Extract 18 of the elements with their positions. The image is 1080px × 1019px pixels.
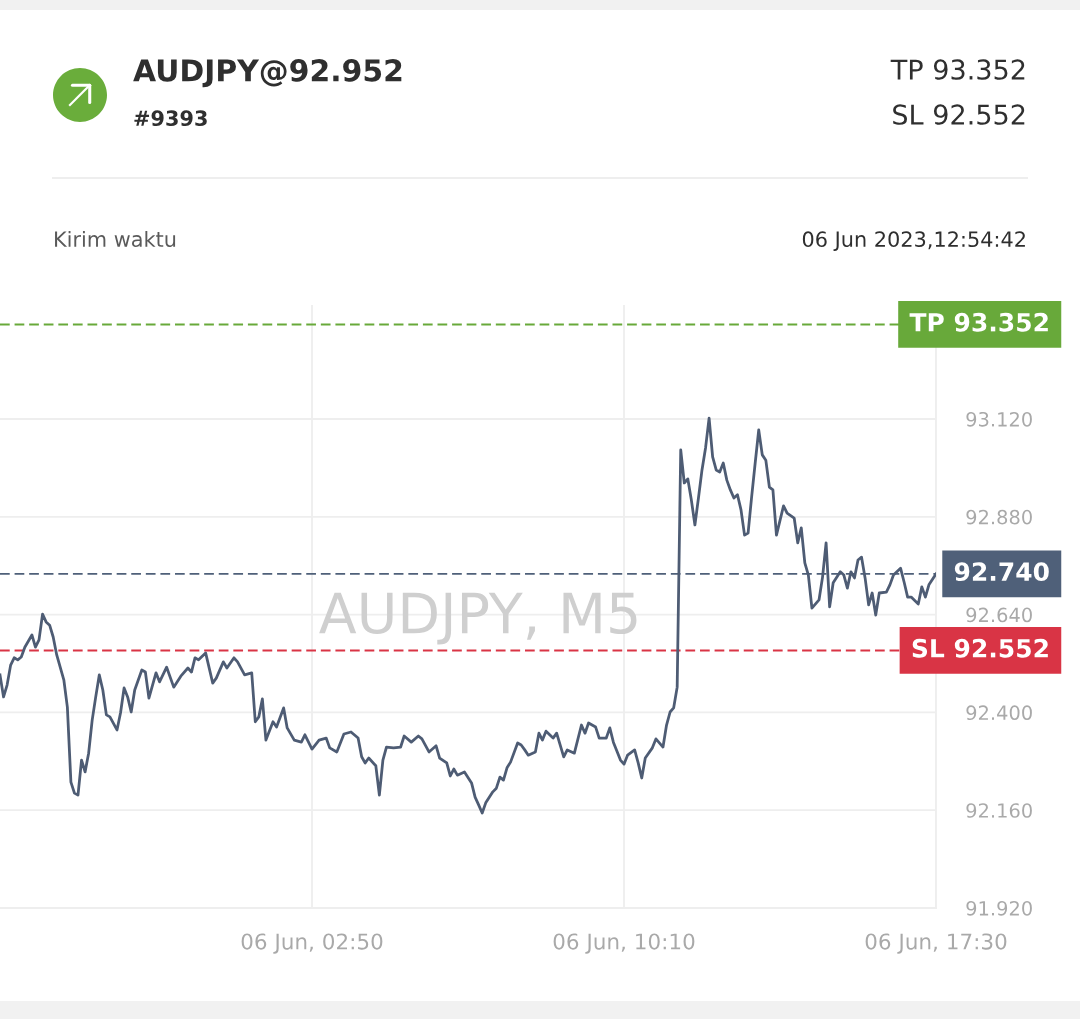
x-tick-label: 06 Jun, 10:10 (553, 933, 695, 954)
ref-line-label: SL 92.552 (912, 638, 1048, 658)
chart-title: AUDJPY@92.952 (133, 59, 402, 88)
y-tick-label: 93.120 (966, 411, 1032, 427)
y-tick-label: 92.640 (966, 607, 1032, 623)
y-tick-label: 92.400 (966, 705, 1032, 721)
ref-line-label: 92.740 (954, 562, 1049, 582)
text: SL 92.552 (893, 104, 1025, 125)
chart-subtitle: #9393 (134, 110, 207, 127)
y-tick-label: 92.160 (966, 803, 1032, 818)
text: 06 Jun 2023,12:54:42 (802, 231, 1025, 251)
x-tick-label: 06 Jun, 17:30 (865, 933, 1007, 954)
y-tick-label: 91.920 (966, 900, 1032, 916)
text: Kirim waktu (55, 230, 176, 248)
ref-line-label: TP 93.352 (909, 312, 1048, 332)
text: TP 93.352 (890, 59, 1025, 80)
y-tick-label: 92.880 (966, 509, 1032, 525)
x-tick-label: 06 Jun, 02:50 (241, 933, 383, 954)
